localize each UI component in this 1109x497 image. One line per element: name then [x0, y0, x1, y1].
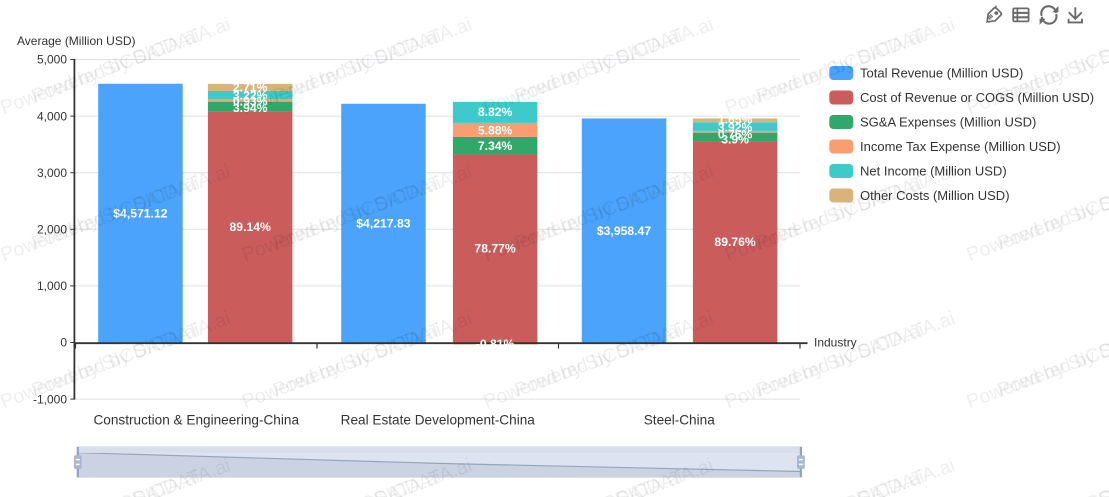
- svg-text:Steel-China: Steel-China: [644, 413, 715, 428]
- svg-text:0.93%: 0.93%: [233, 95, 268, 109]
- svg-text:3.22%: 3.22%: [233, 88, 268, 102]
- svg-text:Average (Million USD): Average (Million USD): [17, 34, 135, 48]
- svg-text:-1,000: -1,000: [33, 392, 67, 406]
- svg-text:Income Tax Expense (Million US: Income Tax Expense (Million USD): [860, 139, 1061, 154]
- svg-text:Powered by SICDATA.ai: Powered by SICDATA.ai: [994, 307, 1109, 401]
- svg-text:2,000: 2,000: [37, 223, 67, 237]
- svg-text:0.76%: 0.76%: [718, 127, 753, 141]
- svg-text:Cost of Revenue or COGS (Milli: Cost of Revenue or COGS (Million USD): [860, 90, 1094, 105]
- svg-text:Powered by SICDATA.ai: Powered by SICDATA.ai: [270, 13, 475, 107]
- svg-text:Net Income (Million USD): Net Income (Million USD): [860, 164, 1007, 179]
- svg-text:Construction & Engineering-Chi: Construction & Engineering-China: [93, 413, 299, 428]
- svg-text:-0.81%: -0.81%: [476, 337, 515, 351]
- svg-text:Total Revenue (Million USD): Total Revenue (Million USD): [860, 66, 1023, 81]
- svg-text:$4,217.83: $4,217.83: [356, 217, 410, 231]
- svg-text:Powered by SICDATA.ai: Powered by SICDATA.ai: [753, 160, 958, 254]
- svg-text:3.94%: 3.94%: [233, 101, 268, 115]
- svg-text:8.82%: 8.82%: [478, 105, 513, 119]
- svg-text:$4,571.12: $4,571.12: [113, 207, 167, 221]
- svg-text:78.77%: 78.77%: [474, 242, 515, 256]
- svg-text:5,000: 5,000: [37, 53, 67, 67]
- svg-text:Other Costs (Million USD): Other Costs (Million USD): [860, 188, 1010, 203]
- svg-text:$3,958.47: $3,958.47: [597, 224, 651, 238]
- svg-text:7.34%: 7.34%: [478, 139, 513, 153]
- svg-text:Real Estate Development-China: Real Estate Development-China: [341, 413, 536, 428]
- svg-text:4,000: 4,000: [37, 109, 67, 123]
- svg-text:Powered by SICDATA.ai: Powered by SICDATA.ai: [994, 160, 1109, 254]
- svg-text:3,000: 3,000: [37, 166, 67, 180]
- svg-text:Powered by SICDATA.ai: Powered by SICDATA.ai: [994, 454, 1109, 497]
- svg-text:Industry: Industry: [814, 336, 857, 350]
- svg-text:2.71%: 2.71%: [233, 80, 268, 94]
- svg-text:89.76%: 89.76%: [714, 235, 755, 249]
- svg-text:Powered by SICDATA.ai: Powered by SICDATA.ai: [511, 13, 716, 107]
- svg-text:3.92%: 3.92%: [718, 121, 753, 135]
- svg-text:SG&A Expenses (Million USD): SG&A Expenses (Million USD): [860, 115, 1036, 130]
- svg-text:5.88%: 5.88%: [478, 124, 513, 138]
- svg-text:89.14%: 89.14%: [230, 220, 271, 234]
- svg-text:1.65%: 1.65%: [718, 112, 753, 126]
- svg-text:0: 0: [60, 336, 67, 350]
- svg-text:Powered by SICDATA.ai: Powered by SICDATA.ai: [753, 307, 958, 401]
- svg-text:3.9%: 3.9%: [721, 133, 749, 147]
- svg-text:1,000: 1,000: [37, 279, 67, 293]
